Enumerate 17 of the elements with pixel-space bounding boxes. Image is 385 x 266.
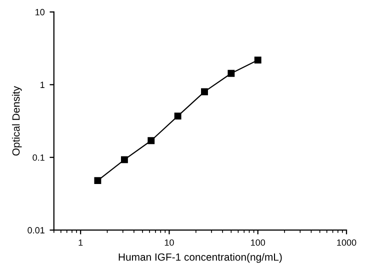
y-axis-title: Optical Density	[12, 86, 22, 156]
x-axis-title: Human IGF-1 concentration(ng/mL)	[118, 253, 282, 263]
y-tick-label: 1	[40, 82, 44, 88]
point	[120, 156, 128, 164]
x-tick-label: 1000	[337, 239, 356, 246]
x-tick-label: 100	[251, 239, 266, 246]
point	[148, 137, 155, 144]
y-tick-label: 0.01	[28, 227, 44, 234]
x-tick-label: 10	[164, 239, 174, 246]
y-tick-label: 0.1	[32, 154, 44, 161]
point	[94, 177, 102, 184]
point	[228, 70, 235, 77]
point	[174, 112, 182, 120]
x-tick-label: 1	[78, 239, 83, 246]
point	[254, 56, 262, 64]
point	[201, 88, 208, 96]
y-tick-label: 10	[36, 8, 45, 16]
